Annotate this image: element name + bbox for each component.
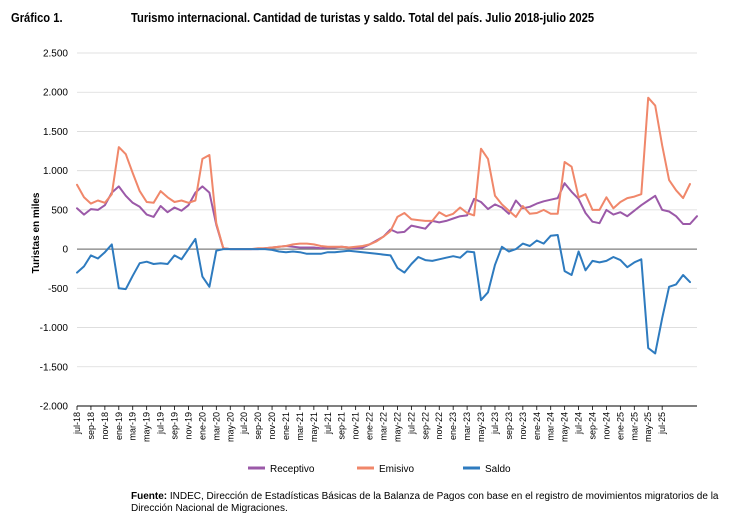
gridlines [77,52,697,407]
chart-title: Turismo internacional. Cantidad de turis… [131,10,595,25]
x-tick-label: ene-25 [615,412,625,440]
x-tick-label: may-23 [476,412,486,442]
x-tick-label: jul-21 [323,412,333,435]
x-tick-label: jul-23 [490,412,500,435]
series-lines [76,96,698,355]
series-line-emisivo [76,96,691,251]
x-tick-label: sep-24 [588,412,598,440]
x-tick-label: sep-18 [86,412,96,440]
y-tick-label: -500 [48,284,68,295]
y-tick-label: -1.500 [40,362,69,373]
y-tick-label: -1.000 [40,323,69,334]
x-tick-label: jul-20 [239,412,249,435]
x-tick-label: nov-20 [267,412,277,440]
x-tick-label: may-22 [392,412,402,442]
x-tick-label: may-20 [225,412,235,442]
footnote-text: INDEC, Dirección de Estadísticas Básicas… [131,491,719,514]
x-tick-label: mar-23 [462,412,472,441]
figure-number: Gráfico 1. [11,10,63,25]
x-tick-label: ene-23 [448,412,458,440]
x-tick-label: nov-22 [434,412,444,440]
y-axis-ticks: 2.500 2.000 1.500 1.000 500 0 -500 -1.000 -1.500… [40,49,69,413]
y-tick-label: 2.000 [43,88,68,99]
footnote: Fuente: INDEC, Dirección de Estadísticas… [131,491,721,515]
x-tick-label: nov-23 [518,412,528,440]
x-tick-label: mar-22 [379,412,389,441]
y-axis-label: Turistas en miles [31,192,42,273]
x-tick-label: nov-21 [351,412,361,440]
y-tick-label: -2.000 [40,402,69,413]
legend-label-emisivo: Emisivo [379,464,414,475]
legend-label-saldo: Saldo [485,464,511,475]
x-tick-label: may-25 [643,412,653,442]
x-tick-label: jul-19 [156,412,166,435]
x-tick-label: sep-23 [504,412,514,440]
x-tick-label: jul-18 [72,412,82,435]
x-tick-label: mar-20 [211,412,221,441]
x-tick-label: ene-21 [281,412,291,440]
x-tick-label: mar-19 [128,412,138,441]
footnote-label: Fuente: [131,491,168,502]
x-tick-label: sep-22 [420,412,430,440]
x-tick-label: nov-19 [183,412,193,440]
x-tick-label: ene-20 [197,412,207,440]
x-tick-label: jul-22 [406,412,416,435]
y-tick-label: 1.500 [43,127,68,138]
legend: Receptivo Emisivo Saldo [248,464,511,475]
y-tick-label: 2.500 [43,49,68,60]
x-tick-label: mar-25 [629,412,639,441]
x-tick-label: mar-24 [546,412,556,441]
x-tick-label: mar-21 [295,412,305,441]
legend-label-receptivo: Receptivo [270,464,315,475]
x-tick-label: sep-21 [337,412,347,440]
x-tick-label: may-24 [560,412,570,442]
x-axis: jul-18 sep-18 nov-18 ene-19 mar-19 may-19 jul-… [72,405,697,442]
x-tick-label: ene-22 [365,412,375,440]
x-tick-label: may-19 [142,412,152,442]
line-chart: 2.500 2.000 1.500 1.000 500 0 -500 -1.000 -1.500… [31,49,698,475]
series-line-saldo [76,234,691,355]
x-tick-label: jul-24 [574,412,584,435]
series-line-receptivo [76,182,698,251]
x-tick-label: sep-20 [253,412,263,440]
x-tick-label: ene-24 [532,412,542,440]
x-tick-label: sep-19 [170,412,180,440]
x-tick-label: nov-24 [601,412,611,440]
x-tick-label: may-21 [309,412,319,442]
x-tick-label: jul-25 [657,412,667,435]
y-tick-label: 1.000 [43,166,68,177]
x-tick-label: ene-19 [114,412,124,440]
y-tick-label: 500 [51,205,68,216]
y-tick-label: 0 [62,245,68,256]
x-tick-label: nov-18 [100,412,110,440]
